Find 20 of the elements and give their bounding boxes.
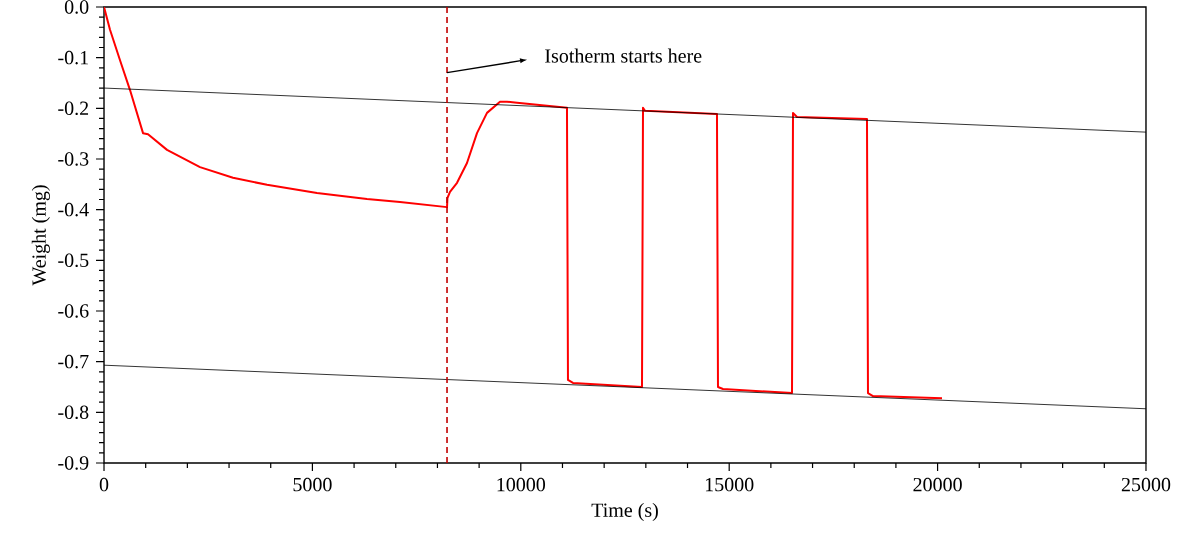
x-tick-label: 5000 (293, 477, 332, 492)
y-tick-label: 0.0 (64, 0, 89, 14)
y-axis-title: Weight (mg) (31, 185, 50, 286)
y-tick-label: -0.4 (58, 202, 89, 217)
y-tick-label: -0.9 (58, 456, 89, 470)
y-tick-label: -0.6 (58, 304, 89, 318)
x-axis-title: Time (s) (591, 502, 658, 522)
line-series (104, 6, 944, 400)
x-tick-label: 0 (99, 477, 109, 492)
x-tick-label: 10000 (497, 477, 546, 492)
y-tick-label: -0.8 (58, 405, 89, 420)
annotation: Isotherm starts here (545, 48, 702, 63)
y-tick-label: -0.7 (58, 354, 89, 369)
x-tick-label: 25000 (1121, 477, 1171, 492)
y-tick-label: -0.2 (58, 101, 89, 116)
y-tick-label: -0.5 (58, 253, 89, 268)
x-tick-label: 20000 (913, 477, 962, 492)
y-tick-label: -0.1 (58, 50, 88, 65)
y-tick-label: -0.3 (58, 152, 89, 166)
x-tick-label: 15000 (705, 477, 754, 492)
